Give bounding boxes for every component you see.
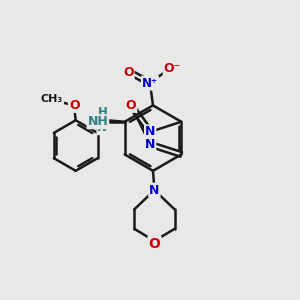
Text: O: O <box>69 99 80 112</box>
Text: N: N <box>145 138 155 151</box>
Text: N: N <box>145 125 155 138</box>
Text: CH₃: CH₃ <box>41 94 63 104</box>
Text: N: N <box>149 184 160 196</box>
Text: N⁺: N⁺ <box>142 76 158 90</box>
Text: NH: NH <box>88 115 108 128</box>
Text: O: O <box>123 66 134 79</box>
Text: O: O <box>126 99 136 112</box>
Text: O⁻: O⁻ <box>164 62 181 75</box>
Text: H
N: H N <box>98 106 107 134</box>
Text: O: O <box>148 237 160 250</box>
